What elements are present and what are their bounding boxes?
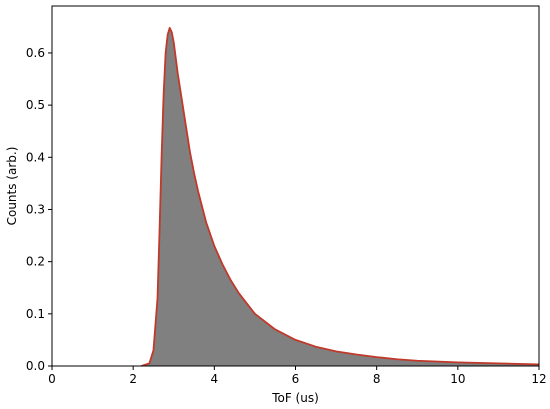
y-tick-label: 0.2: [26, 255, 45, 269]
x-tick-label: 10: [450, 372, 465, 386]
y-tick-label: 0.3: [26, 202, 45, 216]
y-tick-label: 0.1: [26, 307, 45, 321]
axis-ticks: 0 2 4 6 8 10 12 0.0 0.1 0.2 0.3 0.4 0.5 0.6: [26, 46, 547, 386]
x-tick-label: 4: [211, 372, 219, 386]
x-tick-label: 2: [129, 372, 137, 386]
y-tick-label: 0.0: [26, 359, 45, 373]
plot-area: [141, 27, 539, 366]
x-tick-label: 0: [48, 372, 56, 386]
x-tick-label: 12: [531, 372, 546, 386]
fit-line: [141, 27, 539, 366]
x-tick-label: 6: [292, 372, 300, 386]
y-axis-label: Counts (arb.): [5, 147, 19, 226]
axes-frame: [51, 5, 540, 367]
y-tick-label: 0.4: [26, 150, 45, 164]
x-tick-label: 8: [373, 372, 381, 386]
x-axis-label: ToF (us): [271, 391, 319, 405]
histogram-area: [141, 27, 539, 366]
y-tick-label: 0.6: [26, 46, 45, 60]
y-tick-label: 0.5: [26, 98, 45, 112]
